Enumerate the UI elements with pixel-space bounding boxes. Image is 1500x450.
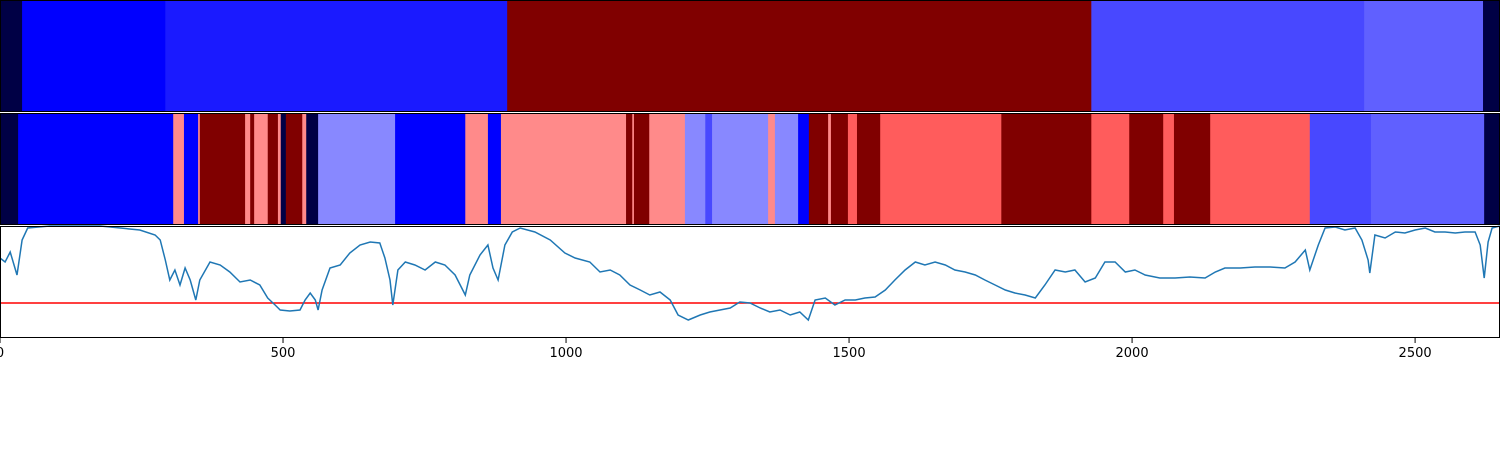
segment bbox=[1163, 113, 1175, 225]
segment bbox=[183, 113, 199, 225]
segment bbox=[250, 113, 255, 225]
segment bbox=[280, 113, 287, 225]
segment bbox=[712, 113, 769, 225]
segment bbox=[828, 113, 832, 225]
segment bbox=[1484, 113, 1500, 225]
segment bbox=[0, 0, 23, 112]
segment bbox=[1129, 113, 1164, 225]
segment bbox=[277, 113, 282, 225]
segment bbox=[0, 113, 19, 225]
segment bbox=[1210, 113, 1311, 225]
segment bbox=[1091, 113, 1130, 225]
segment bbox=[285, 113, 303, 225]
segment bbox=[165, 0, 508, 112]
segment bbox=[22, 0, 166, 112]
segment bbox=[774, 113, 799, 225]
segment bbox=[267, 113, 279, 225]
panel-frame bbox=[0, 226, 1500, 338]
segment bbox=[318, 113, 396, 225]
x-tick-label: 0 bbox=[0, 346, 4, 361]
x-tick-label: 1000 bbox=[549, 346, 582, 361]
x-tick-label: 2000 bbox=[1116, 346, 1149, 361]
segment bbox=[626, 113, 633, 225]
segment bbox=[705, 113, 713, 225]
segment bbox=[395, 113, 466, 225]
segment bbox=[633, 113, 650, 225]
segment bbox=[1370, 113, 1485, 225]
segment bbox=[808, 113, 829, 225]
segment bbox=[1173, 113, 1211, 225]
segment bbox=[302, 113, 307, 225]
segment bbox=[306, 113, 319, 225]
segment bbox=[1364, 0, 1484, 112]
segment bbox=[880, 113, 1002, 225]
segment bbox=[1001, 113, 1092, 225]
segment bbox=[1309, 113, 1372, 225]
segment bbox=[1483, 0, 1500, 112]
segment bbox=[798, 113, 810, 225]
segment bbox=[500, 113, 627, 225]
segment bbox=[173, 113, 185, 225]
segment bbox=[684, 113, 706, 225]
segment bbox=[245, 113, 251, 225]
segment bbox=[18, 113, 174, 225]
segment bbox=[847, 113, 858, 225]
segment bbox=[199, 113, 246, 225]
segment bbox=[830, 113, 849, 225]
x-tick-label: 1500 bbox=[833, 346, 866, 361]
segment bbox=[856, 113, 881, 225]
segment bbox=[254, 113, 269, 225]
segment bbox=[487, 113, 502, 225]
segment bbox=[649, 113, 686, 225]
segment bbox=[632, 113, 635, 225]
segment bbox=[198, 113, 201, 225]
x-tick-label: 500 bbox=[271, 346, 296, 361]
segment bbox=[768, 113, 776, 225]
segment bbox=[1091, 0, 1365, 112]
segment bbox=[465, 113, 489, 225]
segment bbox=[507, 0, 1092, 112]
x-tick-label: 2500 bbox=[1399, 346, 1432, 361]
data-line bbox=[0, 225, 1500, 322]
